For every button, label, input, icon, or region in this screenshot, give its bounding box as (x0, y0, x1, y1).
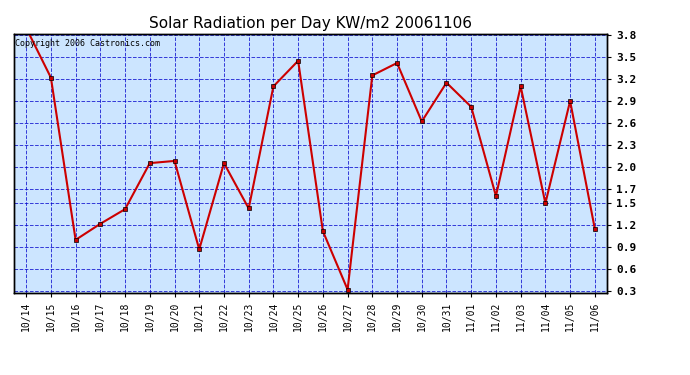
Text: Copyright 2006 Castronics.com: Copyright 2006 Castronics.com (15, 39, 160, 48)
Title: Solar Radiation per Day KW/m2 20061106: Solar Radiation per Day KW/m2 20061106 (149, 16, 472, 31)
